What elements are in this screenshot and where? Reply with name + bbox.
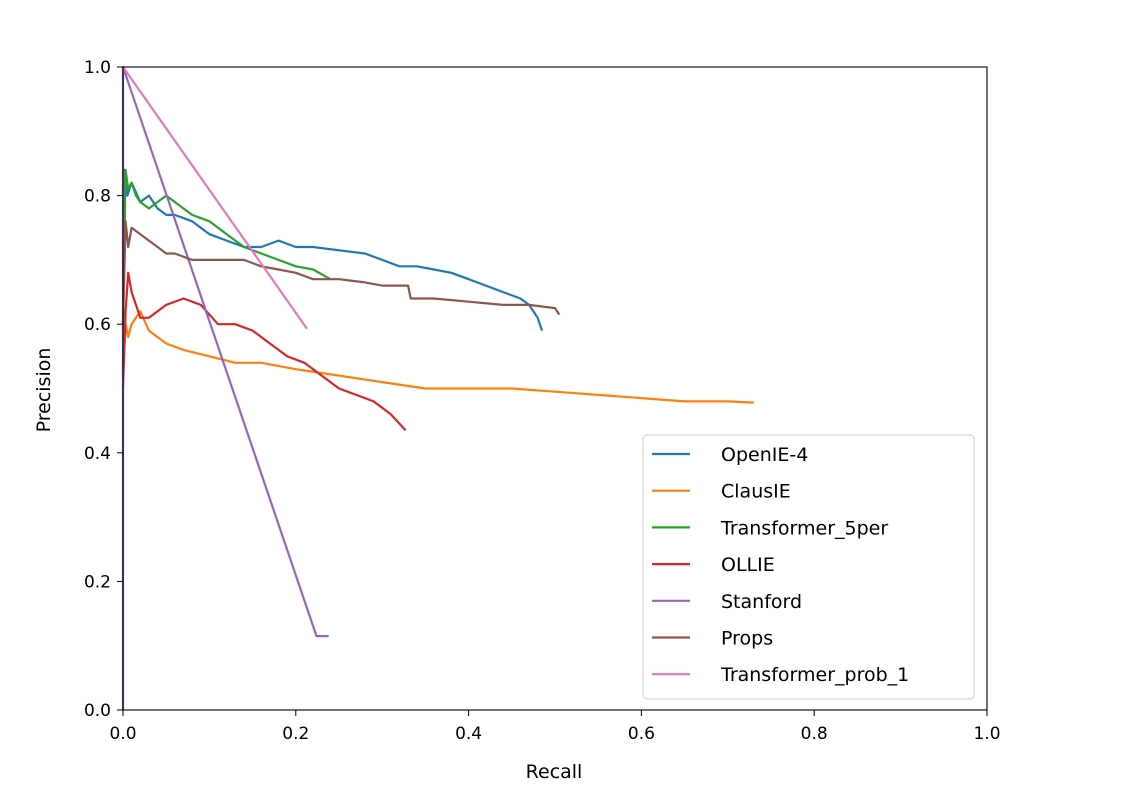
- legend-label: Transformer_prob_1: [720, 664, 909, 686]
- legend-label: Props: [721, 628, 773, 650]
- series-line-ollie: [121, 271, 407, 432]
- y-tick-label: 0.2: [84, 572, 111, 592]
- series-line-clausie: [121, 310, 754, 404]
- legend-label: OpenIE-4: [721, 444, 808, 466]
- legend: OpenIE-4 ClausIE Transformer_5per OLLIE Stan…: [642, 434, 975, 700]
- x-tick-label: 0.4: [455, 724, 482, 744]
- y-tick-label: 1.0: [84, 58, 111, 78]
- x-tick-label: 0.0: [109, 724, 136, 744]
- y-tick-label: 0.8: [84, 187, 111, 207]
- x-tick-label: 0.6: [628, 724, 655, 744]
- plot-frame: [122, 66, 988, 711]
- y-axis-ticks: 0.0 0.2 0.4 0.6 0.8 1.0: [84, 58, 123, 721]
- x-tick-label: 0.8: [801, 724, 828, 744]
- legend-box: [642, 434, 975, 700]
- y-axis-label: Precision: [33, 348, 55, 433]
- y-tick-label: 0.0: [84, 701, 111, 721]
- x-axis-ticks: 0.0 0.2 0.4 0.6 0.8 1.0: [109, 710, 1001, 744]
- series-line-transformer-prob-1: [122, 66, 308, 330]
- series-layer: [121, 65, 754, 710]
- legend-label: Transformer_5per: [720, 517, 888, 539]
- x-axis-label: Recall: [526, 761, 583, 783]
- series-line-props: [121, 220, 561, 325]
- y-tick-label: 0.6: [84, 315, 111, 335]
- series-line-transformer-5per: [121, 168, 331, 325]
- y-tick-label: 0.4: [84, 444, 111, 464]
- series-line-openie-4: [121, 168, 544, 331]
- legend-label: ClausIE: [721, 481, 791, 503]
- legend-label: OLLIE: [721, 554, 775, 576]
- x-tick-label: 0.2: [282, 724, 309, 744]
- x-tick-label: 1.0: [973, 724, 1000, 744]
- legend-label: Stanford: [721, 591, 802, 613]
